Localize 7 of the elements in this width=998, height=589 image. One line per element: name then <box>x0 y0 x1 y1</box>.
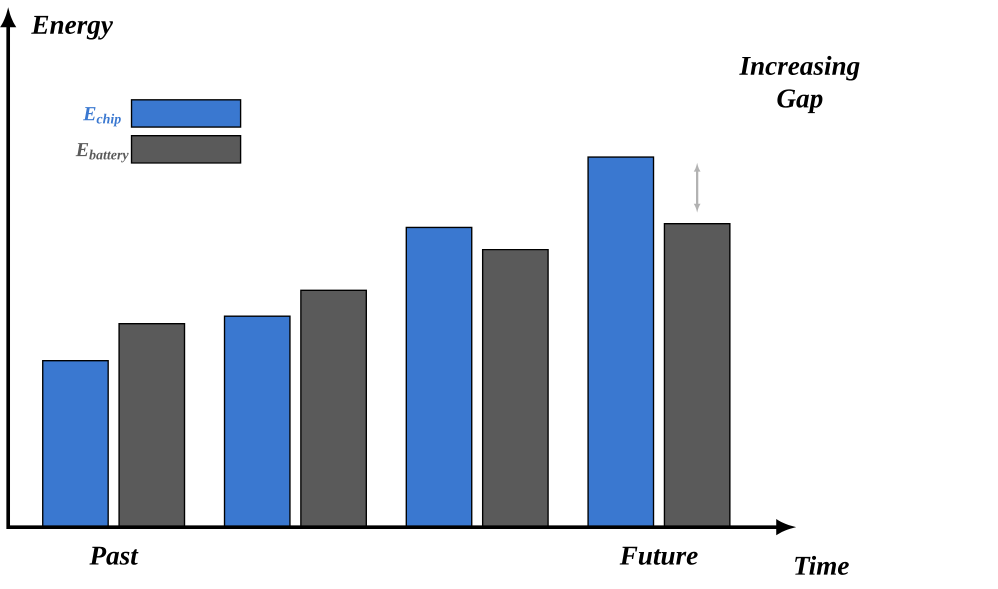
text: E$_{battery}$ <box>76 143 129 162</box>
x-axis-title: Time <box>795 556 849 575</box>
text: E$_{chip}$ <box>83 107 121 126</box>
x-tick-label: Past <box>89 546 138 565</box>
x-tick-label: Future <box>620 546 698 565</box>
y-axis-title: Energy <box>31 16 113 40</box>
text: Increasing Gap <box>739 56 860 114</box>
